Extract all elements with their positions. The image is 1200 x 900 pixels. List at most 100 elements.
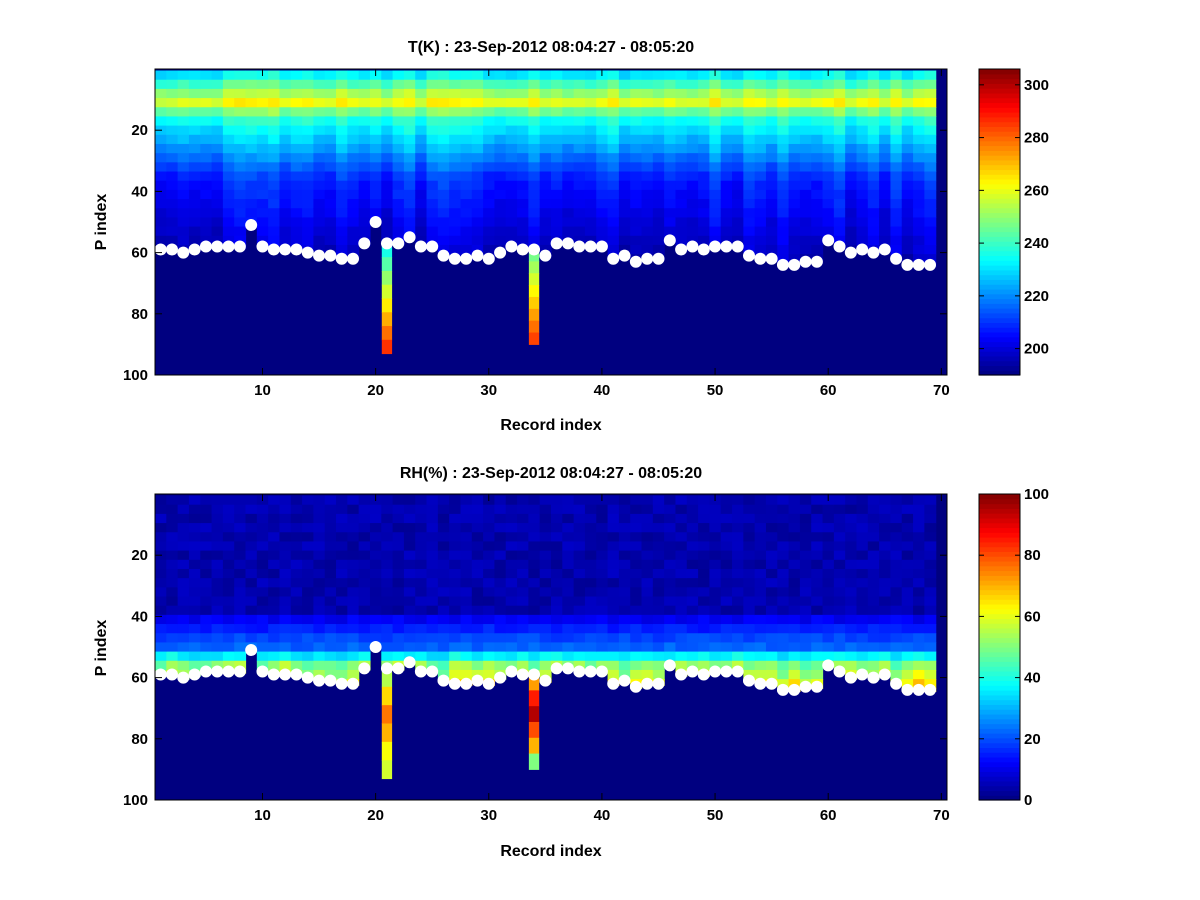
marker-point [154, 668, 167, 681]
heatmap-cell [596, 513, 609, 524]
heatmap-cell [381, 568, 394, 579]
colorbar-swatch [979, 594, 1020, 600]
heatmap-cell [155, 596, 167, 607]
heatmap-cell [302, 596, 314, 607]
heatmap-cell [392, 88, 405, 99]
heatmap-cell [698, 162, 710, 173]
heatmap-cell [256, 642, 269, 653]
heatmap-cell [494, 217, 507, 228]
colorbar-swatch [979, 365, 1020, 371]
heatmap-cell [652, 495, 665, 506]
heatmap-cell [324, 153, 337, 163]
heatmap-cell [517, 162, 529, 173]
heatmap-cell [901, 624, 914, 634]
heatmap-cell [155, 605, 167, 616]
heatmap-cell [426, 116, 439, 127]
heatmap-cell [494, 107, 507, 118]
heatmap-cell [188, 624, 201, 634]
heatmap-cell [833, 180, 846, 191]
heatmap-cell [279, 162, 292, 173]
heatmap-cell [403, 495, 416, 506]
marker-point [697, 668, 710, 681]
marker-point [448, 252, 461, 265]
heatmap-cell [630, 134, 643, 145]
marker-point [867, 671, 880, 684]
heatmap-cell [833, 199, 846, 209]
heatmap-cell [664, 189, 677, 200]
heatmap-cell [641, 107, 654, 118]
heatmap-cell [449, 605, 462, 616]
heatmap-cell [268, 587, 281, 598]
heatmap-cell [924, 495, 937, 506]
heatmap-cell [788, 669, 801, 680]
marker-point [460, 677, 473, 690]
heatmap-cell [845, 642, 858, 653]
heatmap-cell [675, 153, 688, 163]
marker-point [561, 237, 574, 250]
heatmap-cell [471, 587, 484, 598]
colorbar-swatch [979, 212, 1020, 218]
heatmap-cell [833, 568, 846, 579]
heatmap-cell [641, 541, 654, 552]
heatmap-cell [381, 125, 394, 136]
heatmap-cell [901, 651, 914, 662]
heatmap-cell [720, 180, 733, 191]
heatmap-cell [369, 153, 382, 163]
heatmap-cell [234, 541, 247, 552]
heatmap-cell [177, 125, 190, 136]
heatmap-cell [732, 559, 744, 570]
heatmap-cell [607, 523, 620, 533]
colorbar-swatch [979, 88, 1020, 94]
heatmap-cell [879, 596, 892, 607]
heatmap-cell [483, 633, 496, 644]
colorbar-tick-label: 200 [1024, 341, 1049, 358]
heatmap-cell [358, 578, 371, 588]
heatmap-cell [517, 550, 529, 561]
heatmap-cell [290, 513, 303, 524]
heatmap-cell [426, 605, 439, 616]
heatmap-cell [890, 244, 903, 255]
heatmap-cell [256, 614, 269, 625]
heatmap-cell [449, 107, 462, 118]
heatmap-cell [517, 125, 529, 136]
heatmap-cell [426, 171, 439, 182]
heatmap-cell [777, 244, 790, 255]
heatmap-cell [234, 624, 247, 634]
heatmap-cell [279, 624, 292, 634]
colorbar-swatch [979, 308, 1020, 314]
heatmap-cell [765, 107, 778, 118]
heatmap-cell [437, 98, 450, 108]
heatmap-cell [607, 532, 620, 543]
heatmap-cell [879, 134, 892, 145]
heatmap-cell [743, 180, 756, 191]
heatmap-cell [709, 550, 722, 561]
heatmap-cell [856, 162, 869, 173]
heatmap-cell [879, 605, 892, 616]
heatmap-cell [709, 633, 722, 644]
heatmap-cell [347, 541, 360, 552]
heatmap-cell [618, 523, 631, 533]
heatmap-cell [641, 513, 654, 524]
heatmap-cell [777, 180, 790, 191]
heatmap-cell [799, 244, 812, 255]
marker-point [528, 243, 541, 256]
heatmap-cell [403, 550, 416, 561]
heatmap-cell [460, 633, 473, 644]
heatmap-cell [551, 495, 563, 506]
heatmap-cell [505, 125, 518, 136]
heatmap-cell [369, 134, 382, 145]
heatmap-cell [517, 70, 529, 81]
heatmap-cell [833, 523, 846, 533]
heatmap-cell [324, 125, 337, 136]
heatmap-cell [415, 199, 428, 209]
heatmap-cell [539, 578, 552, 588]
heatmap-cell [234, 226, 247, 237]
heatmap-cell [664, 633, 677, 644]
heatmap-cell [517, 651, 529, 662]
heatmap-cell [358, 143, 371, 154]
heatmap-cell [460, 153, 473, 163]
heatmap-cell [324, 235, 337, 246]
heatmap-cell [754, 605, 767, 616]
heatmap-cell [302, 587, 314, 598]
heatmap-cell [245, 495, 258, 506]
